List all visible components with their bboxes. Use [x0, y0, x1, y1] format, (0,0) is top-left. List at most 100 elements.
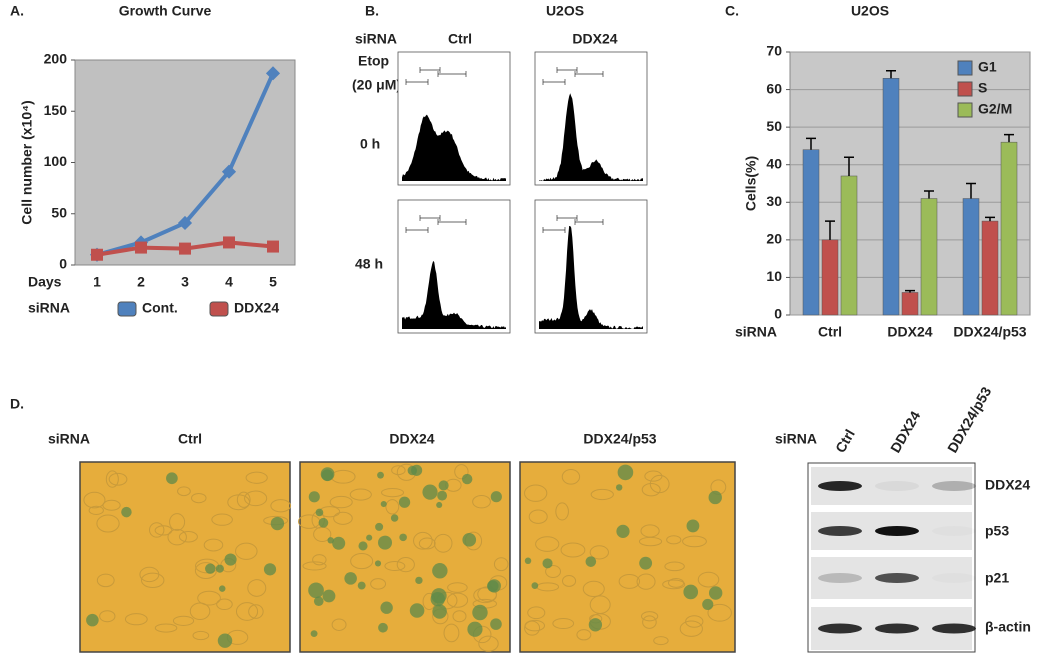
cell: [329, 495, 353, 509]
blot-band: [818, 481, 862, 491]
x-tick-label: 3: [181, 274, 189, 290]
cell: [247, 579, 267, 597]
gate-marker: [405, 79, 429, 85]
stained-cell: [437, 490, 448, 501]
marker: [221, 164, 237, 179]
stained-cell: [702, 598, 714, 610]
stained-cell: [490, 491, 502, 503]
error-bar: [825, 220, 835, 240]
gate-marker: [556, 67, 578, 73]
gate-marker: [574, 71, 604, 77]
y-axis-label: Cell number (x10⁴): [19, 100, 35, 224]
error-bar: [1004, 133, 1014, 143]
cell: [167, 528, 187, 546]
stained-cell: [462, 532, 477, 547]
cell: [667, 578, 685, 588]
cell: [216, 598, 233, 611]
blot-band: [875, 481, 919, 491]
bar: [882, 78, 900, 316]
histogram: [402, 260, 506, 329]
gate-marker: [405, 227, 429, 233]
blot-band: [875, 526, 919, 536]
blot-band: [932, 573, 976, 583]
error-bar: [886, 70, 896, 79]
cell: [641, 611, 659, 622]
cell: [640, 524, 660, 538]
stained-cell: [378, 622, 388, 633]
stained-cell: [531, 582, 539, 589]
stained-cell: [490, 618, 502, 630]
stained-cell: [432, 563, 448, 579]
chart-title: Growth Curve: [119, 3, 212, 19]
stained-cell: [415, 576, 423, 585]
cell: [83, 491, 106, 509]
cell: [302, 561, 327, 571]
y-tick-label: 0: [59, 256, 67, 272]
stained-cell: [409, 603, 425, 618]
blot-band: [932, 526, 976, 536]
bar: [802, 149, 820, 316]
cell: [535, 536, 560, 552]
cell: [524, 484, 548, 502]
cell: [149, 522, 165, 538]
stained-cell: [524, 557, 532, 565]
bar: [901, 292, 919, 316]
legend-swatch: [957, 102, 973, 118]
stained-cell: [467, 621, 483, 637]
stained-cell: [380, 500, 387, 508]
cell: [211, 513, 233, 526]
cell: [560, 542, 586, 558]
marker: [177, 215, 193, 231]
gate-marker: [574, 219, 604, 225]
column-label: DDX24: [389, 431, 434, 447]
legend-label: DDX24: [234, 300, 279, 316]
cell: [413, 531, 433, 550]
cell: [618, 573, 641, 589]
stained-cell: [219, 585, 226, 592]
stained-cell: [487, 579, 501, 593]
y-tick-label: 50: [51, 204, 67, 220]
cell: [154, 525, 173, 536]
x-tick-label: DDX24/p53: [953, 324, 1026, 340]
chart-title: U2OS: [851, 3, 889, 19]
cell: [545, 565, 562, 578]
cell: [312, 554, 327, 566]
stained-cell: [683, 584, 699, 600]
x-tick-label: 1: [93, 274, 101, 290]
marker: [223, 236, 235, 249]
cell: [478, 635, 499, 652]
x-tick-label: DDX24: [887, 324, 932, 340]
stained-cell: [315, 508, 324, 517]
y-tick-label: 50: [766, 118, 782, 134]
cell: [662, 579, 686, 590]
cell: [391, 465, 406, 476]
marker: [135, 241, 147, 254]
error-bar: [985, 216, 995, 222]
cell: [472, 495, 491, 509]
cell: [154, 623, 178, 633]
cell: [244, 490, 268, 507]
error-bar: [905, 289, 915, 293]
stained-cell: [205, 563, 216, 574]
y-tick-label: 60: [766, 80, 782, 96]
cell: [349, 488, 372, 501]
y-tick-label: 40: [766, 155, 782, 171]
cell: [169, 513, 186, 531]
stained-cell: [472, 604, 488, 621]
stained-cell: [377, 471, 384, 479]
column-label: DDX24/p53: [583, 431, 656, 447]
bar: [840, 175, 858, 316]
cell: [561, 468, 581, 485]
blot-row-header: siRNA: [775, 431, 817, 447]
stained-cell: [430, 591, 445, 607]
marker: [91, 248, 103, 261]
cell: [418, 537, 436, 550]
band-label: p53: [985, 523, 1009, 539]
error-bar: [924, 190, 934, 199]
stained-cell: [399, 533, 407, 542]
cell: [235, 602, 259, 621]
y-tick-label: 150: [44, 102, 68, 118]
cell: [446, 592, 469, 608]
cell: [108, 472, 128, 486]
